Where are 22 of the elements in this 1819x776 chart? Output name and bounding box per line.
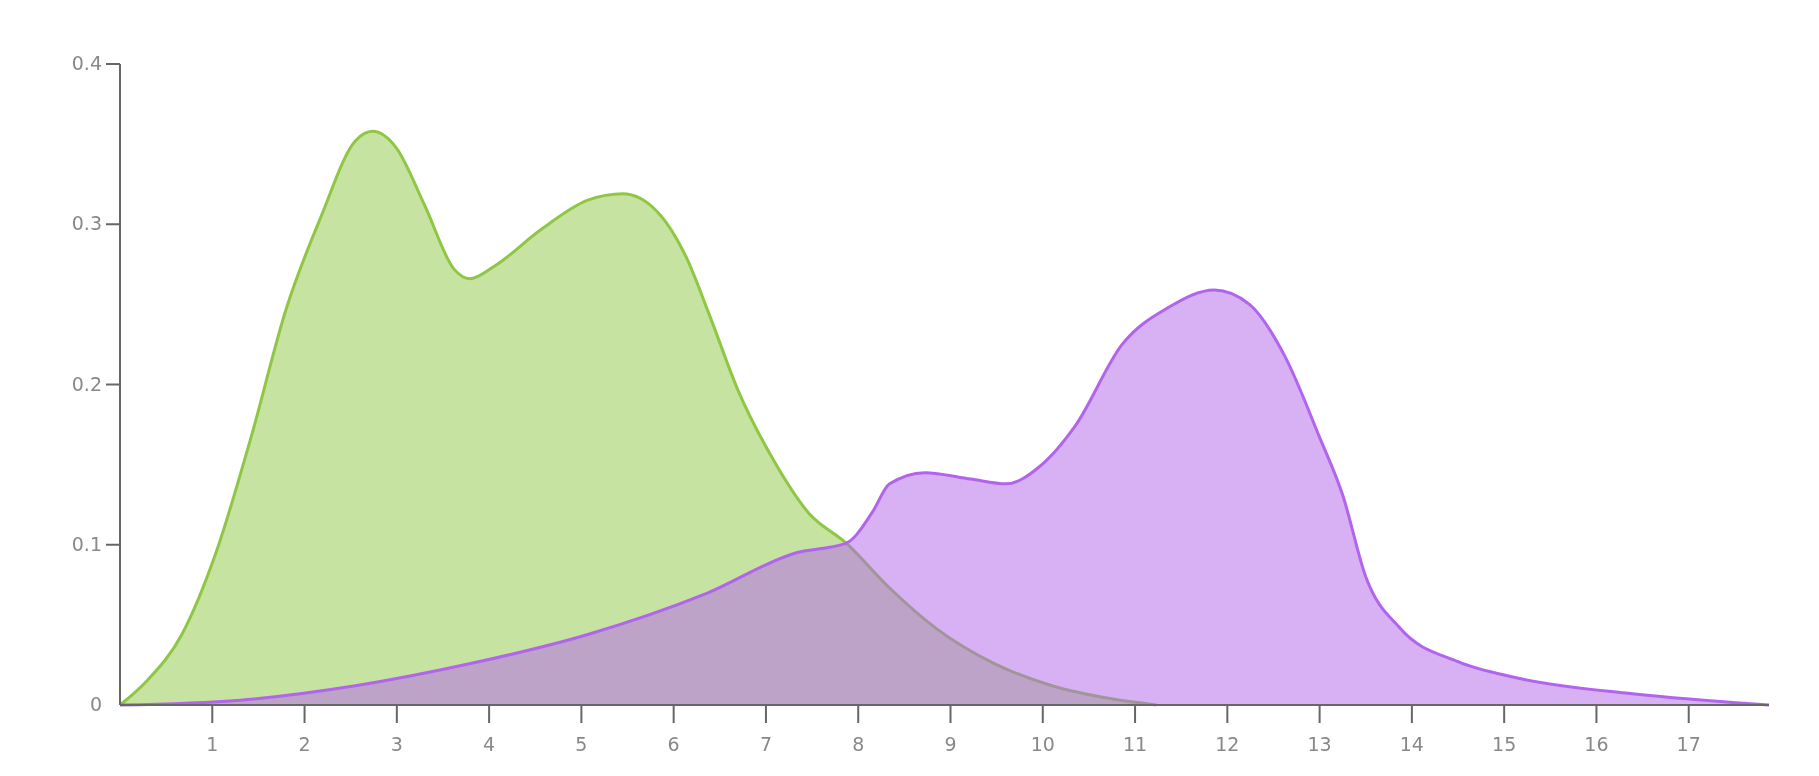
x-tick-label: 8 (852, 733, 865, 755)
x-tick-label: 9 (944, 733, 957, 755)
x-tick-label: 11 (1122, 733, 1148, 755)
x-tick-label: 4 (483, 733, 496, 755)
x-tick-label: 14 (1399, 733, 1424, 755)
x-tick-label: 2 (298, 733, 311, 755)
y-tick-label: 0.3 (71, 212, 102, 235)
y-tick-label: 0.1 (71, 532, 102, 555)
x-tick-label: 13 (1307, 733, 1332, 755)
x-tick-label: 7 (759, 733, 772, 755)
y-tick-label: 0.2 (71, 372, 102, 395)
x-tick-label: 6 (667, 733, 680, 755)
x-tick-label: 17 (1676, 733, 1701, 755)
y-tick-label: 0 (89, 693, 102, 715)
x-tick-label: 16 (1584, 733, 1609, 755)
x-tick-label: 15 (1492, 733, 1517, 755)
x-tick-label: 12 (1215, 733, 1240, 755)
x-tick-label: 3 (390, 733, 403, 755)
x-tick-label: 1 (206, 733, 219, 755)
y-tick-label: 0.4 (71, 52, 102, 74)
x-tick-label: 10 (1030, 733, 1055, 755)
x-tick-label: 5 (575, 733, 588, 755)
